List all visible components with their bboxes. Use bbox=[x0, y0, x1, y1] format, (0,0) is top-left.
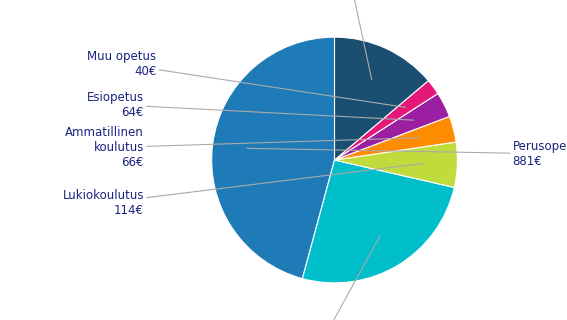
Text: Varhaiskasvatus
493€: Varhaiskasvatus 493€ bbox=[268, 236, 380, 320]
Wedge shape bbox=[335, 37, 428, 160]
Text: Ammatillinen
koulutus
66€: Ammatillinen koulutus 66€ bbox=[65, 126, 420, 169]
Wedge shape bbox=[335, 142, 458, 188]
Wedge shape bbox=[335, 116, 456, 160]
Text: Lukiokoulutus
114€: Lukiokoulutus 114€ bbox=[62, 164, 423, 217]
Wedge shape bbox=[335, 81, 438, 160]
Text: Perusopetus
881€: Perusopetus 881€ bbox=[247, 140, 567, 168]
Wedge shape bbox=[302, 160, 454, 283]
Text: Muu opetus
40€: Muu opetus 40€ bbox=[87, 50, 405, 108]
Text: Esiopetus
64€: Esiopetus 64€ bbox=[87, 91, 413, 120]
Wedge shape bbox=[211, 37, 335, 279]
Text: Kulttuuritoiminta
266€: Kulttuuritoiminta 266€ bbox=[297, 0, 397, 80]
Wedge shape bbox=[335, 93, 450, 160]
